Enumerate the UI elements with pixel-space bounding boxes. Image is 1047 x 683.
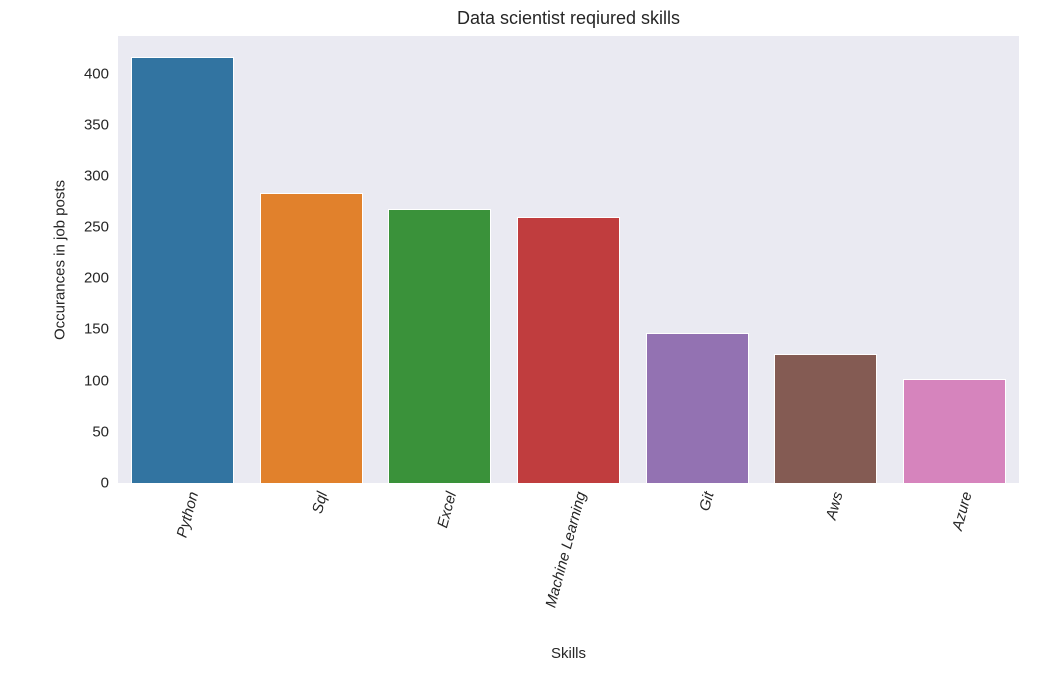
y-axis-label: Occurances in job posts — [51, 179, 69, 341]
plot-area — [118, 36, 1019, 483]
y-tick-label: 150 — [83, 320, 109, 338]
bar-aws — [774, 354, 878, 483]
y-tick-label: 350 — [83, 116, 109, 134]
x-tick-label: Excel — [433, 490, 460, 530]
x-tick-label: Git — [696, 490, 718, 513]
x-tick-label: Aws — [822, 490, 847, 522]
y-tick-label: 100 — [83, 372, 109, 390]
bar-sql — [259, 193, 363, 483]
x-tick-label: Python — [173, 490, 203, 540]
chart-title: Data scientist reqiured skills — [456, 8, 681, 28]
bar-machine-learning — [517, 216, 620, 483]
y-tick-label: 200 — [83, 269, 109, 287]
bar-git — [645, 332, 749, 483]
x-tick-label: Azure — [948, 490, 976, 533]
x-axis-label: Skills — [550, 645, 586, 662]
y-tick-label: 300 — [83, 167, 109, 185]
y-tick-label: 400 — [83, 65, 109, 83]
x-tick-label: Sql — [309, 490, 332, 516]
bar-excel — [388, 208, 492, 483]
y-tick-label: 50 — [92, 423, 109, 441]
bar-azure — [903, 378, 1007, 483]
y-tick-label: 0 — [100, 474, 109, 492]
bar-python — [130, 57, 234, 483]
x-tick-label: Machine Learning — [541, 490, 590, 610]
y-tick-label: 250 — [83, 218, 109, 236]
